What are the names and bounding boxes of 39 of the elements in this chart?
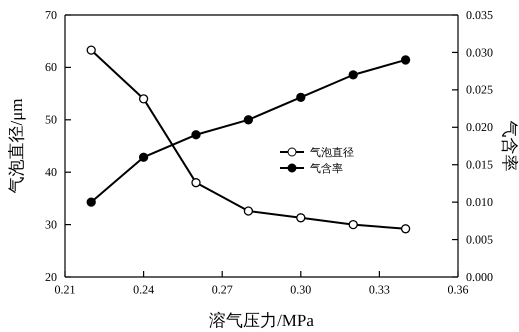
point <box>348 220 358 230</box>
point <box>400 224 410 234</box>
x-tick-label: 0.27 <box>212 282 233 297</box>
point <box>296 92 306 102</box>
x-axis-title: 溶气压力/MPa <box>209 311 314 330</box>
point <box>296 213 306 222</box>
y-tick-label: 60 <box>45 60 57 74</box>
point <box>86 45 96 55</box>
point <box>191 130 201 140</box>
y2-tick-label: 0.000 <box>466 270 493 284</box>
point <box>191 178 201 188</box>
x-tick-label: 0.30 <box>290 282 312 297</box>
y-tick-label: 50 <box>45 112 57 127</box>
point <box>86 197 96 207</box>
y2-tick-label: 0.010 <box>466 194 493 209</box>
legend-label: 气泡直径 <box>310 146 354 159</box>
x-tick-label: 0.33 <box>368 282 390 297</box>
y-axis-title: 气泡直径/μm <box>7 98 26 194</box>
y-tick-label: 70 <box>45 8 57 22</box>
y2-tick-label: 0.025 <box>466 82 493 97</box>
point <box>138 152 148 162</box>
point <box>400 55 410 65</box>
legend-label: 气含率 <box>310 162 343 175</box>
y2-axis-title: 气含率 <box>500 120 519 172</box>
point <box>244 206 254 216</box>
point <box>348 70 358 80</box>
x-tick-label: 0.36 <box>448 282 468 297</box>
y2-tick-label: 0.020 <box>466 120 493 134</box>
x-tick-label: 0.24 <box>133 282 154 297</box>
point <box>244 115 254 124</box>
point <box>138 94 148 104</box>
y2-tick-label: 0.005 <box>466 232 493 246</box>
y2-tick-label: 0.015 <box>466 158 493 172</box>
y2-tick-label: 0.035 <box>466 8 493 22</box>
x-tick-label: 0.21 <box>54 282 76 297</box>
y-tick-label: 30 <box>45 217 57 232</box>
y2-tick-label: 0.030 <box>466 45 493 60</box>
y-tick-label: 40 <box>45 165 57 180</box>
y-tick-label: 20 <box>45 270 57 284</box>
